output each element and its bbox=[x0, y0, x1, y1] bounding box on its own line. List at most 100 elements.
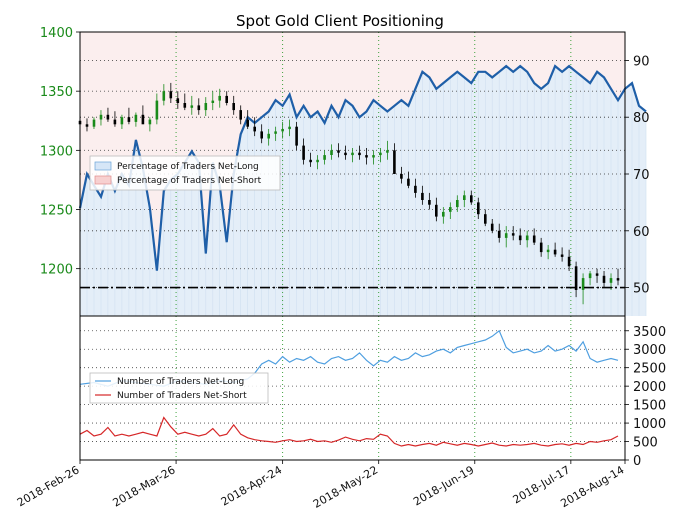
candle-body bbox=[372, 155, 375, 158]
candle-body bbox=[225, 95, 228, 103]
candle-body bbox=[456, 200, 459, 208]
candle-body bbox=[337, 150, 340, 153]
legend-label-net-short: Percentage of Traders Net-Short bbox=[117, 176, 262, 186]
price-tick-label: 1350 bbox=[40, 85, 73, 100]
candle-body bbox=[574, 266, 578, 290]
candle-body bbox=[414, 185, 417, 193]
net-short-count-line bbox=[79, 416, 619, 447]
candle-body bbox=[141, 114, 145, 125]
candle-body bbox=[246, 119, 249, 127]
candle-body bbox=[99, 114, 103, 120]
candle-body bbox=[588, 273, 592, 279]
price-tick-label: 1250 bbox=[40, 204, 73, 219]
candle-body bbox=[85, 124, 89, 127]
top-legend-box bbox=[89, 155, 281, 191]
candle-body bbox=[365, 155, 368, 158]
candle-body bbox=[609, 278, 613, 283]
date-tick-label: 2018-May-22 bbox=[311, 463, 380, 511]
candle-body bbox=[532, 235, 536, 243]
candle-body bbox=[595, 273, 599, 276]
date-tick-label: 2018-Feb-26 bbox=[15, 463, 82, 509]
top-panel: 1200 1250 1300 1350 1400 50 60 70 80 90 Percenta… bbox=[40, 26, 650, 317]
candle-body bbox=[169, 91, 173, 99]
candle-body bbox=[260, 131, 263, 139]
candle-body bbox=[407, 178, 410, 186]
candle-body bbox=[490, 223, 494, 231]
candle-body bbox=[162, 91, 166, 101]
candle-body bbox=[190, 105, 194, 108]
candle-body bbox=[435, 204, 438, 217]
legend-swatch-net-short bbox=[94, 175, 112, 185]
candle-body bbox=[239, 110, 242, 120]
candle-body bbox=[113, 119, 117, 125]
candle-body bbox=[560, 254, 564, 257]
candle-body bbox=[400, 174, 403, 179]
candle-body bbox=[274, 131, 277, 134]
price-tick-label: 1300 bbox=[40, 144, 73, 159]
candle-body bbox=[470, 195, 473, 203]
candle-body bbox=[428, 200, 431, 205]
candle-body bbox=[183, 103, 187, 108]
candle-body bbox=[497, 230, 501, 238]
candle-body bbox=[616, 278, 620, 281]
percent-axis-ticks: 50 60 70 80 90 bbox=[625, 54, 650, 297]
candle-body bbox=[344, 152, 347, 156]
net-long-area-shape bbox=[80, 66, 646, 316]
candle-body bbox=[484, 214, 487, 224]
candle-body bbox=[218, 95, 221, 101]
candle-body bbox=[155, 100, 159, 120]
percent-tick-label: 60 bbox=[633, 225, 650, 240]
candle-body bbox=[281, 129, 284, 132]
candle-body bbox=[442, 211, 445, 217]
date-tick-label: 2018-Jun-19 bbox=[411, 463, 476, 508]
candle-body bbox=[553, 249, 557, 255]
candle-body bbox=[106, 114, 110, 120]
count-tick-label: 1500 bbox=[633, 399, 666, 414]
candle-body bbox=[302, 145, 305, 160]
candle-body bbox=[351, 152, 354, 156]
candle-body bbox=[176, 98, 180, 103]
candle-body bbox=[316, 159, 319, 163]
date-tick-label: 2018-Apr-24 bbox=[219, 463, 284, 508]
count-tick-label: 1000 bbox=[633, 417, 666, 432]
candle-body bbox=[539, 242, 543, 253]
date-tick-label: 2018-Mar-26 bbox=[110, 463, 177, 509]
candle-body bbox=[120, 117, 124, 125]
top-legend: Percentage of Traders Net-Long Percentag… bbox=[89, 155, 281, 191]
candle-body bbox=[504, 233, 508, 238]
candle-body bbox=[288, 126, 291, 130]
count-tick-label: 3000 bbox=[633, 343, 666, 358]
count-tick-label: 2000 bbox=[633, 380, 666, 395]
price-tick-label: 1200 bbox=[40, 263, 73, 278]
candle-body bbox=[253, 126, 256, 132]
legend-swatch-net-long bbox=[94, 161, 112, 171]
price-tick-label: 1400 bbox=[40, 26, 73, 41]
bottom-legend: Number of Traders Net-Long Number of Tra… bbox=[89, 372, 269, 404]
candle-body bbox=[197, 105, 201, 111]
candle-body bbox=[477, 202, 480, 215]
candle-body bbox=[449, 207, 452, 212]
candle-body bbox=[204, 103, 208, 111]
candle-body bbox=[546, 249, 550, 253]
candle-body bbox=[581, 278, 585, 290]
candle-body bbox=[134, 114, 138, 122]
count-tick-label: 2500 bbox=[633, 362, 666, 377]
candle-body bbox=[463, 195, 466, 200]
price-axis-ticks: 1200 1250 1300 1350 1400 bbox=[40, 26, 80, 278]
candle-body bbox=[323, 155, 326, 160]
candle-body bbox=[421, 192, 424, 200]
candle-body bbox=[386, 150, 389, 153]
candle-body bbox=[127, 117, 131, 122]
candle-body bbox=[211, 100, 215, 103]
candle-body bbox=[358, 152, 361, 156]
candle-body bbox=[295, 126, 298, 146]
count-tick-label: 0 bbox=[633, 454, 641, 469]
percent-tick-label: 70 bbox=[633, 168, 650, 183]
percent-tick-label: 50 bbox=[633, 282, 650, 297]
candle-body bbox=[393, 150, 396, 174]
candle-body bbox=[309, 159, 312, 163]
bottom-legend-box bbox=[89, 372, 269, 404]
candle-body bbox=[511, 233, 515, 236]
bottom-panel-frame bbox=[79, 315, 626, 461]
